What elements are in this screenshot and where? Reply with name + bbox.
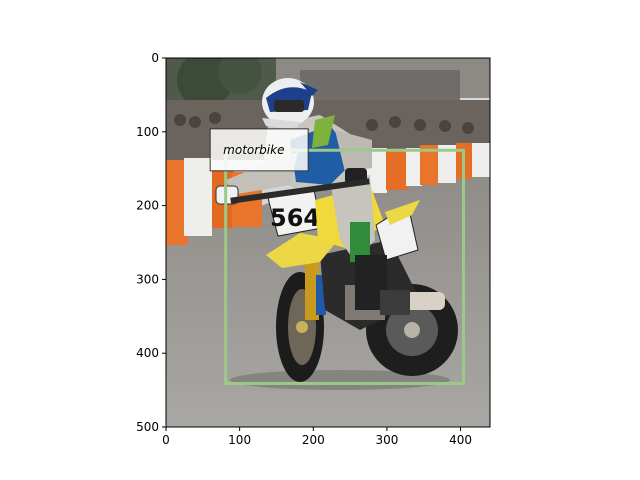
y-axis: 0 100 200 300 400 500 (136, 51, 166, 434)
y-tick-label: 500 (136, 420, 159, 434)
x-tick-label: 0 (162, 433, 170, 447)
y-tick-label: 200 (136, 199, 159, 213)
detection-label-background (209, 128, 309, 172)
y-tick-label: 300 (136, 272, 159, 286)
detection-box (224, 148, 465, 385)
photo: 564 (166, 58, 490, 427)
x-tick-label: 100 (228, 433, 251, 447)
x-tick-label: 400 (449, 433, 472, 447)
y-tick-label: 100 (136, 125, 159, 139)
detection: motorbike (209, 128, 465, 385)
x-tick-label: 200 (302, 433, 325, 447)
y-tick-label: 400 (136, 346, 159, 360)
y-tick-label: 0 (151, 51, 159, 65)
front-number-plate: 564 (270, 204, 320, 232)
x-tick-label: 300 (375, 433, 398, 447)
detection-label: motorbike (223, 143, 284, 157)
x-axis: 0 100 200 300 400 (162, 427, 472, 447)
axes-frame (165, 57, 491, 428)
